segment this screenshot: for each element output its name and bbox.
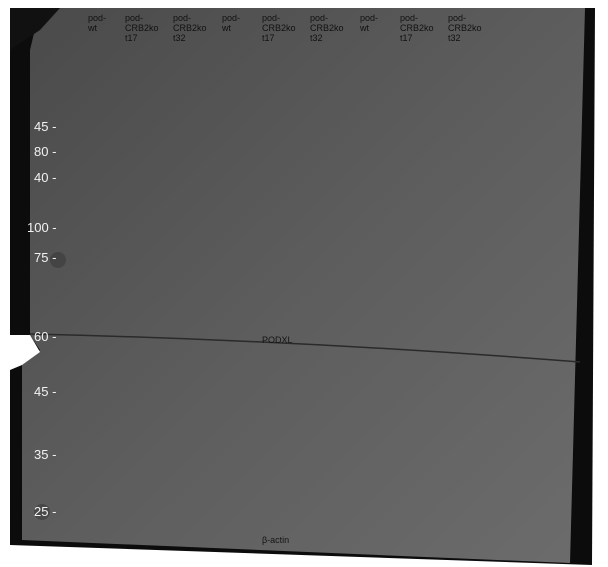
marker-label: 45 - bbox=[34, 384, 56, 399]
lane-label: wt bbox=[359, 23, 369, 33]
marker-label: 45 - bbox=[34, 119, 56, 134]
lane-label: CRB2ko bbox=[400, 23, 434, 33]
lane-label: pod- bbox=[125, 13, 143, 23]
lane-label: CRB2ko bbox=[173, 23, 207, 33]
lane-label: pod- bbox=[173, 13, 191, 23]
lane-label: pod- bbox=[360, 13, 378, 23]
lane-label: pod- bbox=[88, 13, 106, 23]
lane-label: pod- bbox=[448, 13, 466, 23]
lane-label: t17 bbox=[125, 33, 138, 43]
lane-label: pod- bbox=[310, 13, 328, 23]
marker-label: 25 - bbox=[34, 504, 56, 519]
marker-label: 75 - bbox=[34, 250, 56, 265]
lane-label: wt bbox=[221, 23, 231, 33]
membrane bbox=[22, 8, 585, 563]
marker-label: 60 - bbox=[34, 329, 56, 344]
lane-label: CRB2ko bbox=[125, 23, 159, 33]
lane-label: t17 bbox=[262, 33, 275, 43]
lane-label: CRB2ko bbox=[262, 23, 296, 33]
lane-label: t32 bbox=[310, 33, 323, 43]
lane-label: CRB2ko bbox=[448, 23, 482, 33]
blot-image: pod-wtpod-CRB2kot17pod-CRB2kot32pod-wtpo… bbox=[0, 0, 608, 567]
lane-label: pod- bbox=[262, 13, 280, 23]
marker-label: 80 - bbox=[34, 144, 56, 159]
lane-label: pod- bbox=[222, 13, 240, 23]
marker-label: 100 - bbox=[27, 220, 57, 235]
band-label: PODXL bbox=[262, 335, 293, 345]
marker-label: 40 - bbox=[34, 170, 56, 185]
lane-label: pod- bbox=[400, 13, 418, 23]
lane-label: t32 bbox=[448, 33, 461, 43]
lane-label: t32 bbox=[173, 33, 186, 43]
lane-label: wt bbox=[87, 23, 97, 33]
lane-label: t17 bbox=[400, 33, 413, 43]
lane-label: CRB2ko bbox=[310, 23, 344, 33]
marker-label: 35 - bbox=[34, 447, 56, 462]
band-label: β-actin bbox=[262, 535, 289, 545]
